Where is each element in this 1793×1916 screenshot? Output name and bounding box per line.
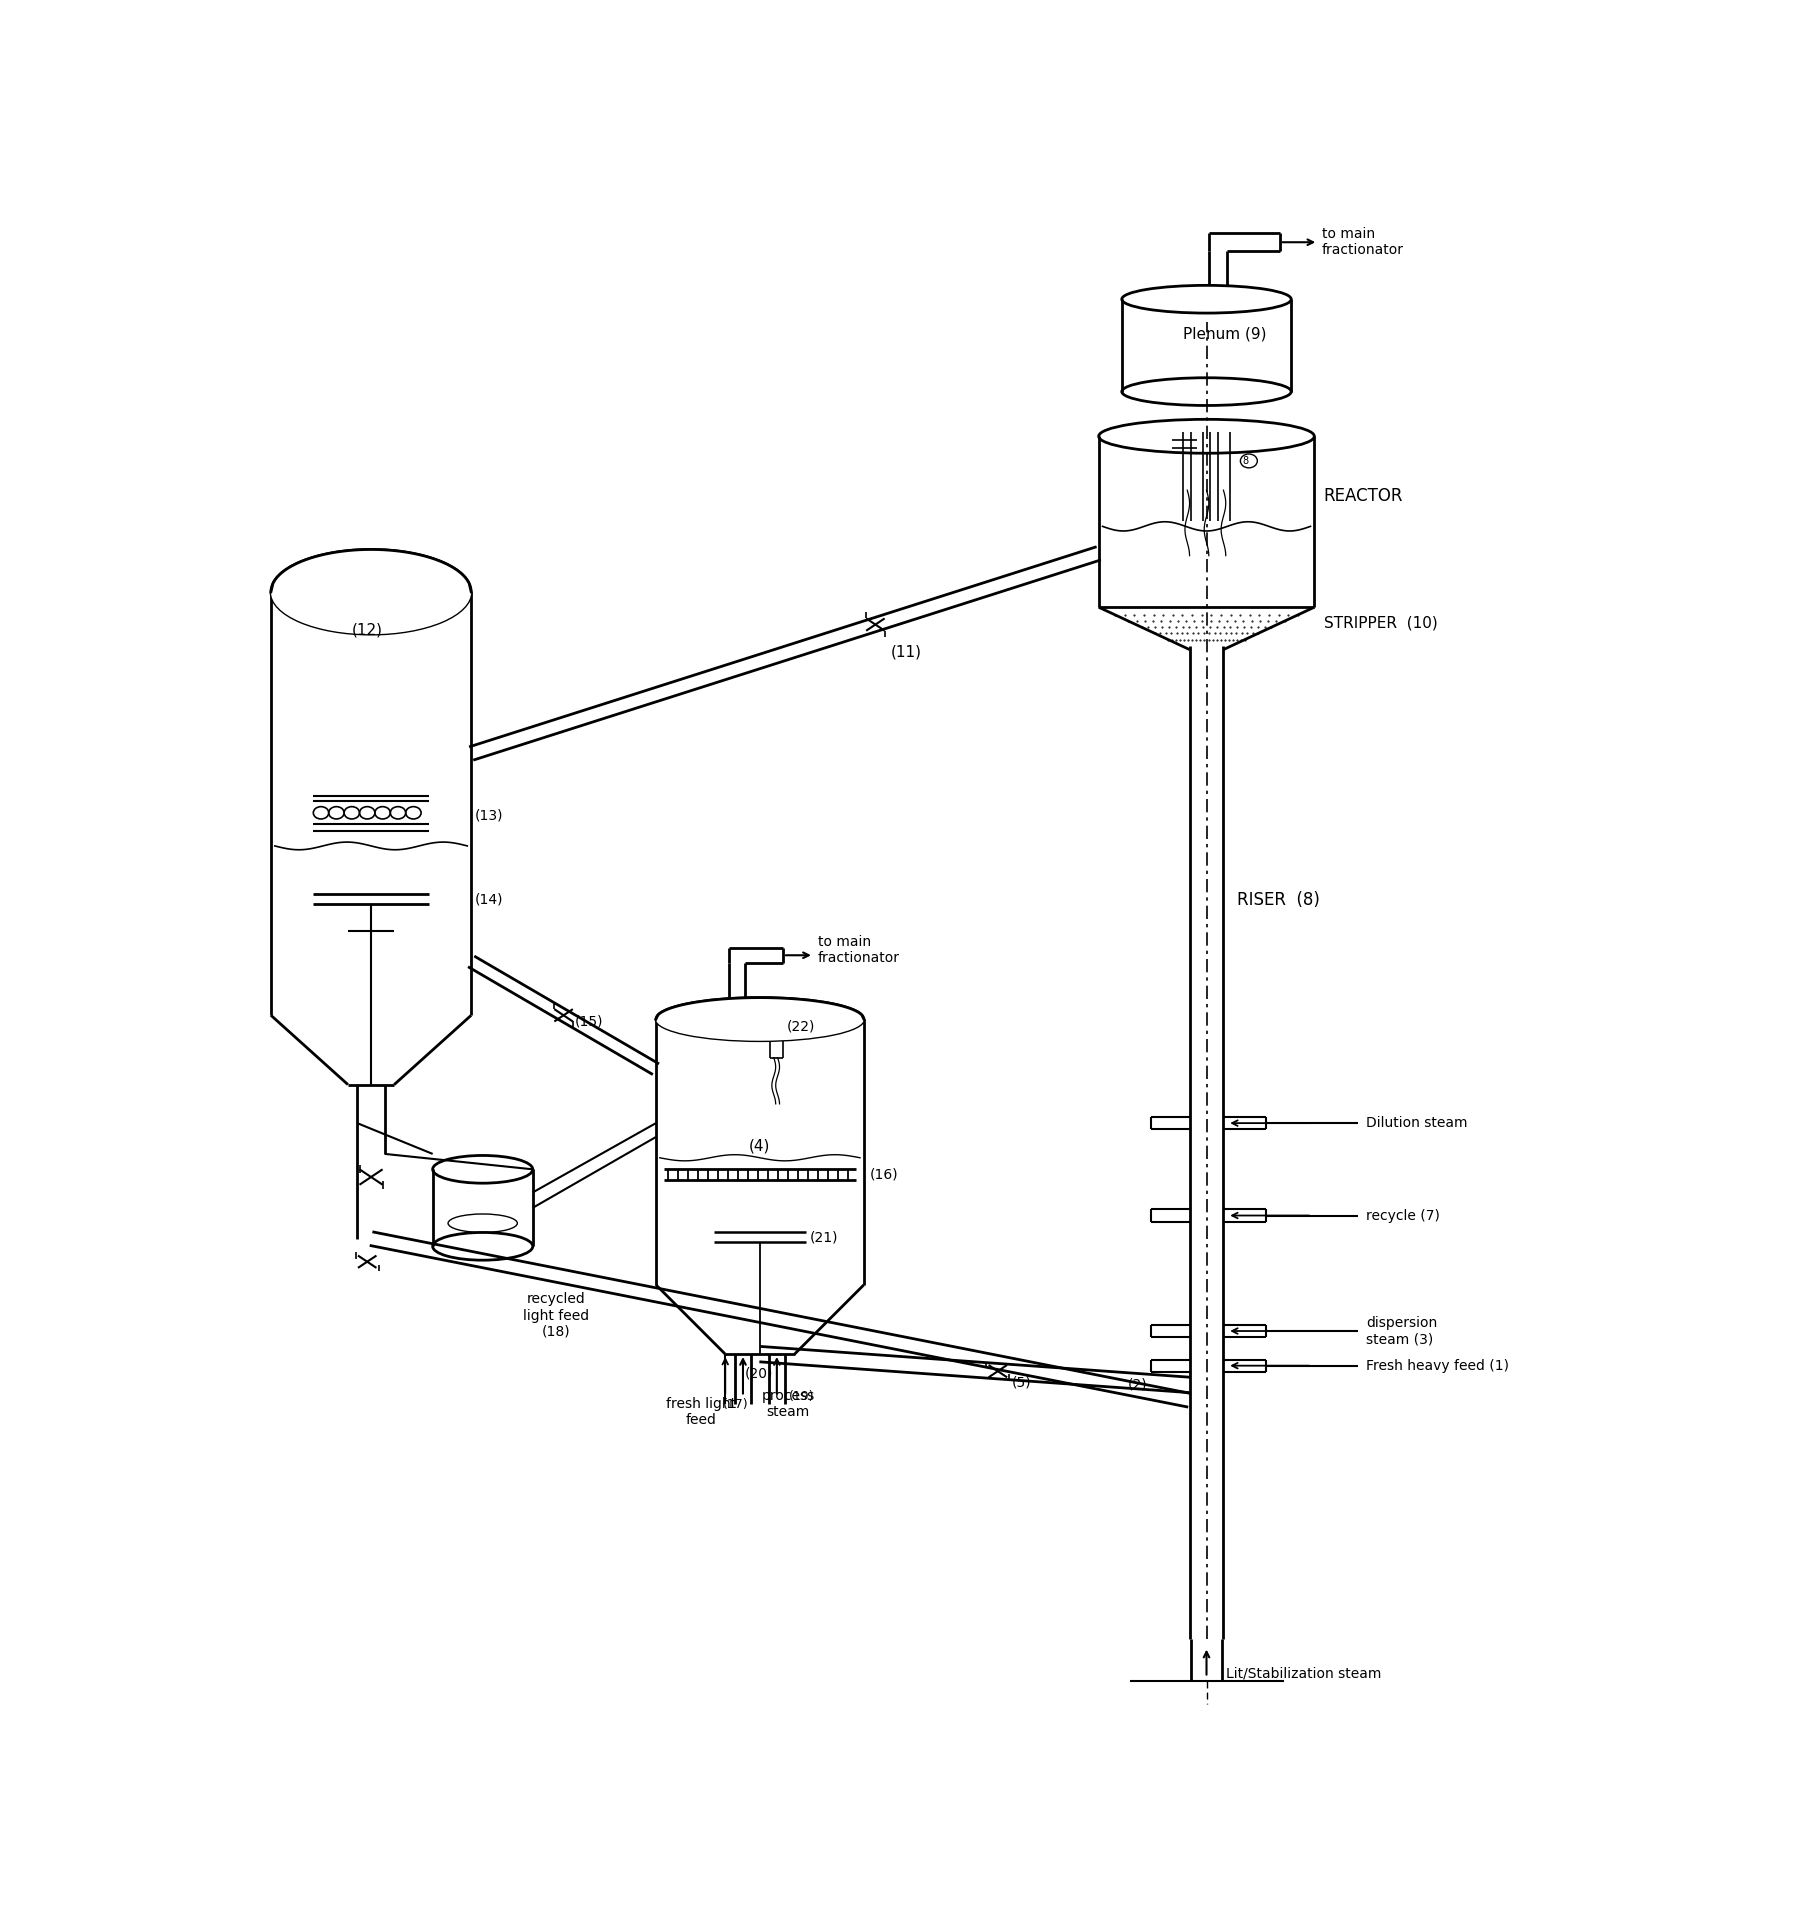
Text: to main
fractionator: to main fractionator: [818, 935, 900, 966]
Text: fresh light
feed: fresh light feed: [665, 1397, 735, 1427]
Text: (22): (22): [787, 1019, 816, 1035]
Text: recycle (7): recycle (7): [1366, 1209, 1440, 1222]
Text: (17): (17): [723, 1397, 748, 1410]
Text: Plenum (9): Plenum (9): [1183, 326, 1268, 341]
Text: (5): (5): [1011, 1376, 1031, 1389]
Text: Lit/Stabilization steam: Lit/Stabilization steam: [1226, 1667, 1381, 1680]
Ellipse shape: [271, 550, 472, 634]
Text: process
steam: process steam: [762, 1389, 816, 1420]
Text: (15): (15): [576, 1014, 604, 1029]
Text: (4): (4): [748, 1138, 769, 1153]
Text: REACTOR: REACTOR: [1323, 487, 1404, 504]
Text: (20): (20): [744, 1366, 773, 1380]
Text: (13): (13): [475, 809, 504, 822]
Text: STRIPPER  (10): STRIPPER (10): [1323, 615, 1438, 630]
Ellipse shape: [656, 998, 864, 1040]
Text: (2): (2): [1128, 1378, 1148, 1391]
Text: RISER  (8): RISER (8): [1237, 891, 1320, 908]
Text: Fresh heavy feed (1): Fresh heavy feed (1): [1366, 1358, 1510, 1372]
Text: dispersion
steam (3): dispersion steam (3): [1366, 1316, 1438, 1347]
Text: (14): (14): [475, 893, 504, 906]
Text: (21): (21): [810, 1230, 839, 1243]
Text: (11): (11): [891, 644, 922, 659]
Text: (12): (12): [351, 623, 384, 638]
Text: recycled
light feed
(18): recycled light feed (18): [524, 1293, 588, 1339]
Text: to main
fractionator: to main fractionator: [1321, 228, 1404, 257]
Text: Dilution steam: Dilution steam: [1366, 1117, 1467, 1130]
Text: (16): (16): [870, 1167, 898, 1182]
Text: 8: 8: [1243, 456, 1248, 466]
Text: (19): (19): [789, 1389, 814, 1403]
